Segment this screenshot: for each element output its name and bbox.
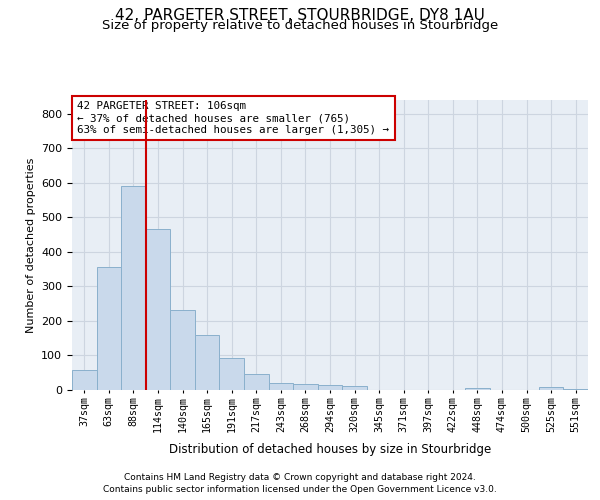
- Bar: [220, 358, 244, 390]
- Bar: [465, 388, 490, 390]
- Bar: [318, 385, 342, 390]
- Bar: [563, 388, 588, 390]
- Bar: [342, 386, 367, 390]
- Text: 42 PARGETER STREET: 106sqm
← 37% of detached houses are smaller (765)
63% of sem: 42 PARGETER STREET: 106sqm ← 37% of deta…: [77, 102, 389, 134]
- Bar: [244, 374, 269, 390]
- Bar: [539, 387, 563, 390]
- Bar: [195, 335, 220, 390]
- Bar: [72, 370, 97, 390]
- Text: 42, PARGETER STREET, STOURBRIDGE, DY8 1AU: 42, PARGETER STREET, STOURBRIDGE, DY8 1A…: [115, 8, 485, 22]
- Text: Size of property relative to detached houses in Stourbridge: Size of property relative to detached ho…: [102, 19, 498, 32]
- Text: Distribution of detached houses by size in Stourbridge: Distribution of detached houses by size …: [169, 442, 491, 456]
- Bar: [121, 186, 146, 390]
- Bar: [170, 310, 195, 390]
- Bar: [269, 383, 293, 390]
- Text: Contains public sector information licensed under the Open Government Licence v3: Contains public sector information licen…: [103, 485, 497, 494]
- Y-axis label: Number of detached properties: Number of detached properties: [26, 158, 35, 332]
- Text: Contains HM Land Registry data © Crown copyright and database right 2024.: Contains HM Land Registry data © Crown c…: [124, 472, 476, 482]
- Bar: [146, 229, 170, 390]
- Bar: [293, 384, 318, 390]
- Bar: [97, 268, 121, 390]
